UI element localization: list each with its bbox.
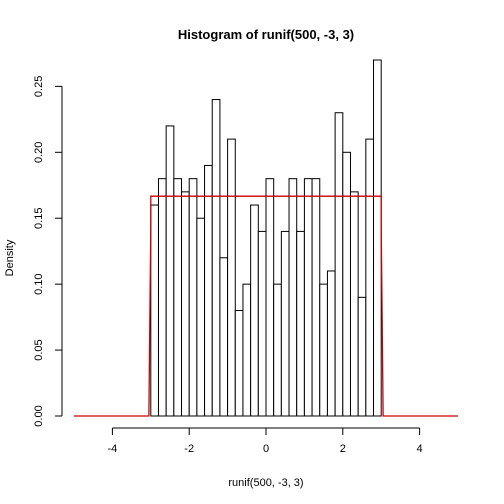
histogram-bar: [343, 152, 351, 416]
x-axis-label: runif(500, -3, 3): [228, 477, 303, 489]
y-axis: 0.00 0.05 0.10 0.15 0.20 0.25: [33, 76, 62, 427]
histogram-bars: [151, 60, 381, 416]
histogram-bar: [166, 126, 174, 416]
x-tick-label: -2: [184, 443, 194, 455]
histogram-bar: [350, 192, 358, 416]
histogram-bar: [358, 297, 366, 416]
histogram-bar: [335, 113, 343, 416]
histogram-bar: [266, 179, 274, 416]
y-axis-label: Density: [4, 239, 16, 276]
y-tick-label: 0.00: [33, 405, 45, 426]
histogram-bar: [281, 231, 289, 416]
histogram-bar: [243, 284, 251, 416]
histogram-bar: [212, 100, 220, 416]
histogram-bar: [274, 284, 282, 416]
histogram-bar: [327, 271, 335, 416]
y-tick-label: 0.10: [33, 273, 45, 294]
histogram-bar: [235, 311, 243, 416]
histogram-bar: [189, 179, 197, 416]
histogram-bar: [205, 165, 213, 416]
histogram-bar: [220, 258, 228, 416]
histogram-bar: [366, 139, 374, 416]
y-tick-label: 0.25: [33, 76, 45, 97]
x-tick-label: 2: [340, 443, 346, 455]
histogram-bar: [289, 179, 297, 416]
histogram-bar: [374, 60, 382, 416]
histogram-bar: [174, 179, 182, 416]
histogram-bar: [182, 192, 190, 416]
y-tick-label: 0.05: [33, 339, 45, 360]
histogram-bar: [297, 231, 305, 416]
histogram-bar: [258, 231, 266, 416]
x-tick-label: 0: [263, 443, 269, 455]
histogram-bar: [320, 284, 328, 416]
x-axis: -4 -2 0 2 4: [108, 428, 423, 455]
chart-title: Histogram of runif(500, -3, 3): [178, 27, 354, 42]
histogram-bar: [197, 218, 205, 416]
y-tick-label: 0.15: [33, 208, 45, 229]
histogram-bar: [151, 205, 159, 416]
histogram-bar: [228, 139, 236, 416]
histogram-bar: [304, 179, 312, 416]
x-tick-label: -4: [108, 443, 118, 455]
histogram-bar: [251, 205, 259, 416]
histogram-bar: [312, 179, 320, 416]
histogram-bar: [158, 179, 166, 416]
x-tick-label: 4: [417, 443, 423, 455]
y-tick-label: 0.20: [33, 142, 45, 163]
